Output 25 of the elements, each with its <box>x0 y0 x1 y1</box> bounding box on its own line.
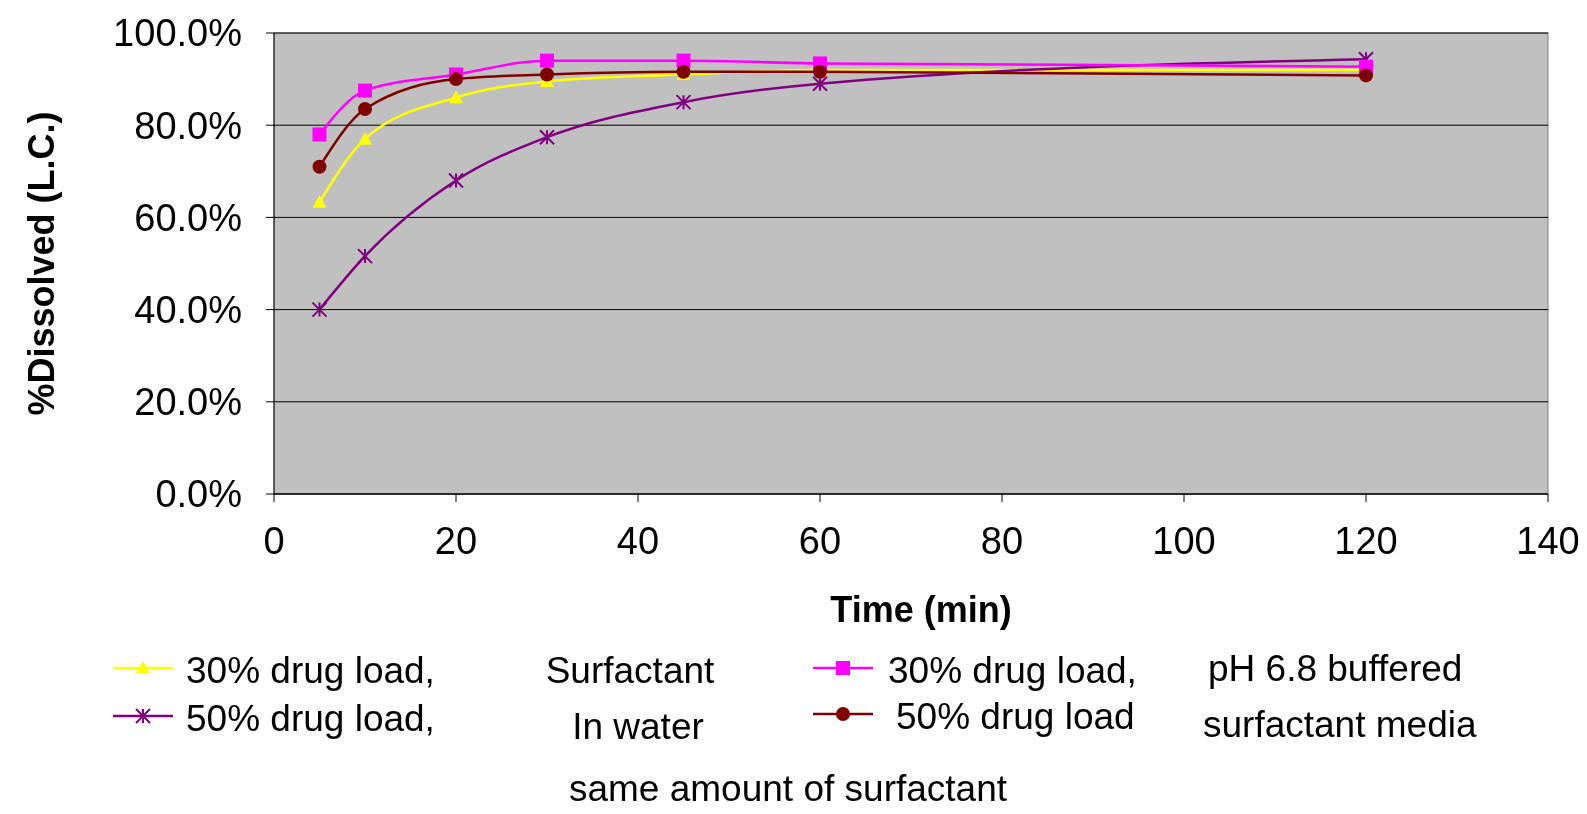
x-tick-label: 100 <box>1152 520 1216 562</box>
x-tick-label: 20 <box>434 520 478 562</box>
text: pH 6.8 buffered <box>1208 647 1463 689</box>
y-axis-title: %Dissolved (L.C.) <box>21 111 62 416</box>
legend-label: 50% drug load, <box>186 697 435 739</box>
x-tick-label: 120 <box>1334 520 1398 562</box>
x-tick-label: 140 <box>1516 520 1580 562</box>
y-tick-label: 80.0% <box>134 104 242 147</box>
y-tick-label: 40.0% <box>134 288 242 331</box>
text: same amount of surfactant <box>568 767 1008 809</box>
text: Surfactant <box>545 649 716 691</box>
y-tick-label: 0.0% <box>155 473 242 516</box>
legend-label: 30% drug load, <box>186 649 435 691</box>
legend-label: 50% drug load <box>896 695 1135 737</box>
x-axis-title: Time (min) <box>830 589 1012 630</box>
x-tick-label: 60 <box>798 520 842 562</box>
x-tick-label: 80 <box>980 520 1024 562</box>
x-tick-label: 40 <box>616 520 660 562</box>
x-tick-label: 0 <box>263 520 285 562</box>
y-tick-label: 100.0% <box>113 12 242 55</box>
legend-label: 30% drug load, <box>888 649 1137 691</box>
text: surfactant media <box>1203 703 1477 745</box>
text: In water <box>572 705 704 747</box>
y-tick-label: 60.0% <box>134 196 242 239</box>
y-tick-label: 20.0% <box>134 381 242 424</box>
